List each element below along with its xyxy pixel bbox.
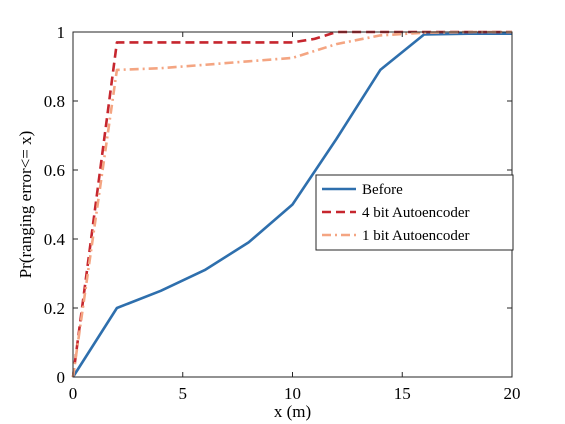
series-line-2 <box>71 30 512 378</box>
x-tick-label: 5 <box>179 384 188 403</box>
x-axis-label: x (m) <box>274 402 311 421</box>
tick-layer: 0 5 10 15 20 0 0.2 0.4 0.6 0.8 1 <box>44 23 521 403</box>
legend-label-3: 1 bit Autoencoder <box>362 228 469 244</box>
legend: Before 4 bit Autoencoder 1 bit Autoencoder <box>315 174 514 251</box>
legend-label-1: Before <box>362 182 403 198</box>
x-tick-label: 10 <box>284 384 301 403</box>
x-tick-label: 0 <box>69 384 78 403</box>
series-line-1 <box>71 32 512 378</box>
y-tick-label: 0.6 <box>44 161 65 180</box>
y-tick-label: 0 <box>57 368 66 387</box>
y-tick-label: 1 <box>57 23 66 42</box>
legend-box <box>315 174 514 251</box>
y-tick-label: 0.8 <box>44 92 65 111</box>
y-axis-label: Pr(ranging error<= x) <box>16 131 35 279</box>
y-tick-label: 0.4 <box>44 230 66 249</box>
y-tick-label: 0.2 <box>44 299 65 318</box>
x-tick-label: 15 <box>394 384 411 403</box>
legend-label-2: 4 bit Autoencoder <box>362 205 469 221</box>
x-tick-label: 20 <box>504 384 521 403</box>
